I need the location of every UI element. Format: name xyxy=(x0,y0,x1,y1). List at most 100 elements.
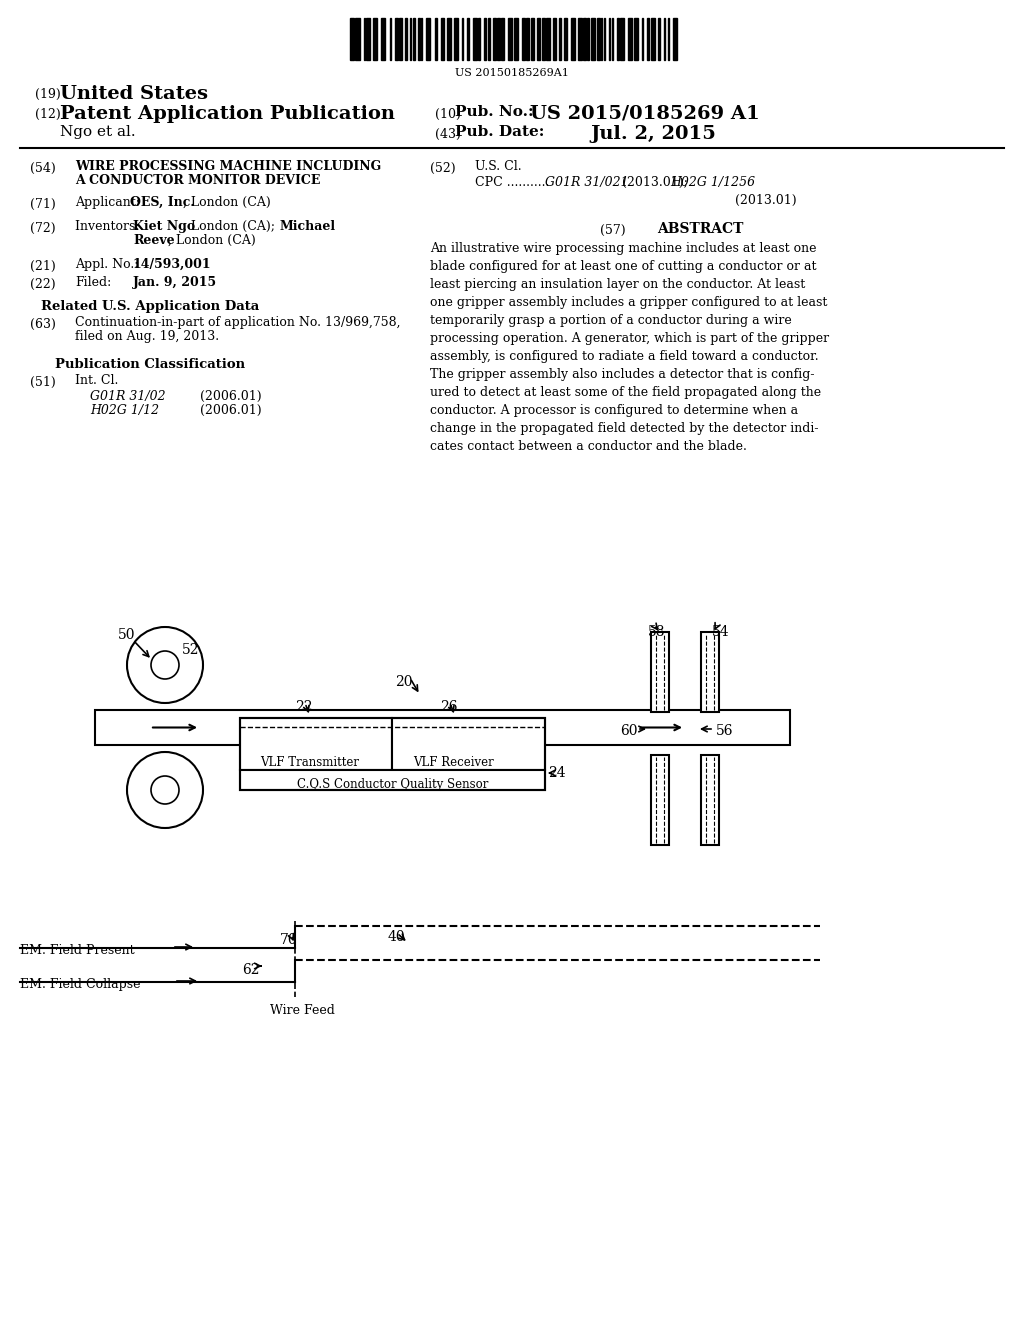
Text: Ngo et al.: Ngo et al. xyxy=(60,125,135,139)
Text: (22): (22) xyxy=(30,279,55,290)
Circle shape xyxy=(127,627,203,704)
Bar xyxy=(543,18,545,59)
Text: 20: 20 xyxy=(395,675,413,689)
Text: 26: 26 xyxy=(440,700,458,714)
Bar xyxy=(462,18,463,59)
Bar xyxy=(526,18,528,59)
Text: 70: 70 xyxy=(280,933,298,946)
Bar xyxy=(467,18,469,59)
Bar xyxy=(651,18,655,59)
Bar xyxy=(578,18,582,59)
Bar xyxy=(597,18,599,59)
Text: Publication Classification: Publication Classification xyxy=(55,358,245,371)
Text: 52: 52 xyxy=(182,643,200,657)
Bar xyxy=(553,18,556,59)
Bar xyxy=(426,18,430,59)
Text: , London (CA): , London (CA) xyxy=(168,234,256,247)
Bar xyxy=(446,18,451,59)
Text: , London (CA);: , London (CA); xyxy=(183,220,279,234)
Bar xyxy=(498,18,500,59)
Bar xyxy=(392,718,545,770)
Bar xyxy=(609,18,610,59)
Bar xyxy=(651,632,669,711)
Text: EM. Field Collapse: EM. Field Collapse xyxy=(20,978,140,991)
Text: (2013.01);: (2013.01); xyxy=(618,176,692,189)
Bar xyxy=(571,18,575,59)
Bar xyxy=(364,18,365,59)
Text: An illustrative wire processing machine includes at least one
blade configured f: An illustrative wire processing machine … xyxy=(430,242,829,453)
Circle shape xyxy=(151,776,179,804)
Circle shape xyxy=(127,752,203,828)
Text: ABSTRACT: ABSTRACT xyxy=(656,222,743,236)
Bar xyxy=(547,18,551,59)
Bar xyxy=(701,755,719,845)
Bar xyxy=(494,18,496,59)
Bar xyxy=(514,18,518,59)
Bar xyxy=(399,18,401,59)
Text: (19): (19) xyxy=(35,88,60,102)
Text: Jul. 2, 2015: Jul. 2, 2015 xyxy=(590,125,716,143)
Text: (63): (63) xyxy=(30,318,56,331)
Text: Michael: Michael xyxy=(280,220,336,234)
Text: H02G 1/1256: H02G 1/1256 xyxy=(670,176,755,189)
Text: (10): (10) xyxy=(435,108,461,121)
Bar xyxy=(434,18,437,59)
Text: (54): (54) xyxy=(30,162,55,176)
Bar xyxy=(421,18,422,59)
Bar xyxy=(508,18,512,59)
Text: Reeve: Reeve xyxy=(133,234,175,247)
Text: Filed:: Filed: xyxy=(75,276,112,289)
Bar xyxy=(240,718,392,770)
Text: (57): (57) xyxy=(600,224,626,238)
Text: , London (CA): , London (CA) xyxy=(183,195,270,209)
Text: 62: 62 xyxy=(242,964,259,977)
Bar xyxy=(441,18,444,59)
Bar xyxy=(240,718,545,789)
Text: Jan. 9, 2015: Jan. 9, 2015 xyxy=(133,276,217,289)
Text: 14/593,001: 14/593,001 xyxy=(133,257,212,271)
Bar xyxy=(350,18,354,59)
Text: EM. Field Present: EM. Field Present xyxy=(20,944,134,957)
Bar xyxy=(668,18,669,59)
Text: (12): (12) xyxy=(35,108,60,121)
Bar xyxy=(651,755,669,845)
Text: Applicant:: Applicant: xyxy=(75,195,144,209)
Text: Int. Cl.: Int. Cl. xyxy=(75,374,119,387)
Text: (51): (51) xyxy=(30,376,55,389)
Bar xyxy=(240,770,545,789)
Text: Pub. Date:: Pub. Date: xyxy=(455,125,545,139)
Text: US 20150185269A1: US 20150185269A1 xyxy=(455,69,569,78)
Bar xyxy=(620,18,624,59)
Text: filed on Aug. 19, 2013.: filed on Aug. 19, 2013. xyxy=(75,330,219,343)
Text: United States: United States xyxy=(60,84,208,103)
Text: H02G 1/12: H02G 1/12 xyxy=(90,404,159,417)
Bar xyxy=(478,18,479,59)
Text: 40: 40 xyxy=(388,931,406,944)
Text: (71): (71) xyxy=(30,198,55,211)
Text: (2006.01): (2006.01) xyxy=(200,389,261,403)
Bar xyxy=(664,18,665,59)
Bar xyxy=(367,18,371,59)
Bar xyxy=(628,18,632,59)
Bar xyxy=(531,18,535,59)
Text: A CONDUCTOR MONITOR DEVICE: A CONDUCTOR MONITOR DEVICE xyxy=(75,174,321,187)
Text: VLF Transmitter: VLF Transmitter xyxy=(260,756,359,770)
Bar xyxy=(617,18,618,59)
Bar xyxy=(483,18,486,59)
Text: Patent Application Publication: Patent Application Publication xyxy=(60,106,395,123)
Text: 54: 54 xyxy=(712,624,730,639)
Bar xyxy=(381,18,385,59)
Bar xyxy=(559,18,561,59)
Text: G01R 31/02: G01R 31/02 xyxy=(90,389,166,403)
Text: WIRE PROCESSING MACHINE INCLUDING: WIRE PROCESSING MACHINE INCLUDING xyxy=(75,160,381,173)
Bar xyxy=(95,710,790,744)
Text: (43): (43) xyxy=(435,128,461,141)
Bar xyxy=(410,18,412,59)
Text: G01R 31/021: G01R 31/021 xyxy=(545,176,629,189)
Text: (2006.01): (2006.01) xyxy=(200,404,261,417)
Bar xyxy=(611,18,613,59)
Text: CPC ...........: CPC ........... xyxy=(475,176,553,189)
Bar xyxy=(673,18,677,59)
Text: Kiet Ngo: Kiet Ngo xyxy=(133,220,196,234)
Bar xyxy=(522,18,524,59)
